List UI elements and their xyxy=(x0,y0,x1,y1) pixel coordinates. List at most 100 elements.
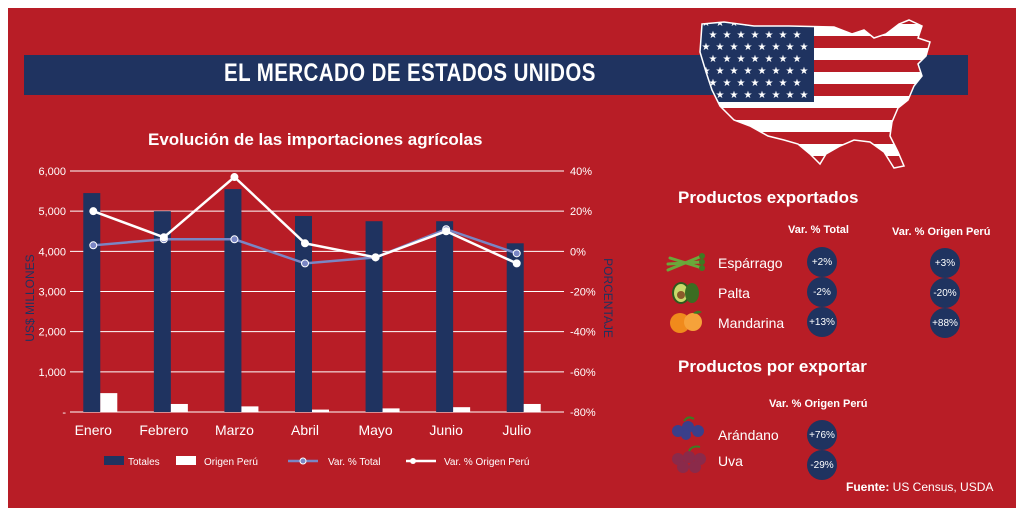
y-tick-label: 3,000 xyxy=(38,287,66,299)
product-name-uva: Uva xyxy=(718,453,743,469)
y2-tick-label: -20% xyxy=(570,287,596,299)
bar-totales xyxy=(224,189,242,412)
badge-mandarina-origen: +88% xyxy=(930,308,960,338)
svg-text:★: ★ xyxy=(709,78,718,89)
svg-text:★: ★ xyxy=(786,90,795,101)
col-var-origen-header-2: Var. % Origen Perú xyxy=(769,398,868,410)
y-tick-label: 2,000 xyxy=(38,327,66,339)
blueberry-icon xyxy=(672,416,704,440)
svg-text:★: ★ xyxy=(758,90,767,101)
usa-flag-map-icon: ★ ★ ★ ★ ★ ★ ★ ★★ ★ ★ ★ ★ ★ ★★ ★ ★ ★ ★ ★ ★ ★★ ★ ★ ★ ★ ★ ★★ ★ ★ ★ ★ ★ ★ ★★ ★… xyxy=(699,18,931,169)
var-origen-peru-point xyxy=(512,259,521,268)
var-origen-peru-point xyxy=(301,239,309,248)
svg-text:★: ★ xyxy=(751,54,760,65)
svg-text:★: ★ xyxy=(737,30,746,41)
svg-text:★: ★ xyxy=(779,30,788,41)
legend-marker-var-origen xyxy=(410,458,416,464)
y-tick-label: 6,000 xyxy=(38,166,66,178)
legend-label-origen: Origen Perú xyxy=(204,457,258,468)
svg-text:★: ★ xyxy=(765,54,774,65)
svg-text:★: ★ xyxy=(737,54,746,65)
var-origen-peru-point xyxy=(159,233,168,242)
svg-text:★: ★ xyxy=(765,78,774,89)
y-tick-label: 5,000 xyxy=(38,206,66,218)
svg-text:★: ★ xyxy=(744,90,753,101)
bar-totales xyxy=(436,221,454,412)
badge-mandarina-total: +13% xyxy=(807,307,837,337)
svg-text:★: ★ xyxy=(793,54,802,65)
svg-text:★: ★ xyxy=(772,42,781,53)
svg-text:★: ★ xyxy=(716,66,725,77)
x-tick-label: Abril xyxy=(291,422,319,438)
svg-text:★: ★ xyxy=(702,42,711,53)
infographic-card: EL MERCADO DE ESTADOS UNIDOS ★ ★ ★ ★ ★ ★ ★ ★ ★ ★ ★… xyxy=(8,8,1016,508)
bar-totales xyxy=(506,243,524,412)
y-tick-label: 4,000 xyxy=(38,246,66,258)
product-name-mandarina: Mandarina xyxy=(718,315,785,331)
svg-text:★: ★ xyxy=(772,66,781,77)
y2-axis-label: PORCENTAJE xyxy=(601,258,615,338)
y-axis-label: US$ MILLONES xyxy=(23,254,37,341)
x-tick-label: Marzo xyxy=(215,422,254,438)
legend-label-var-total: Var. % Total xyxy=(328,457,380,468)
source-label: Fuente: xyxy=(846,480,890,494)
svg-text:★: ★ xyxy=(758,42,767,53)
svg-text:★: ★ xyxy=(730,66,739,77)
svg-text:★: ★ xyxy=(800,66,809,77)
legend-swatch-origen xyxy=(176,456,196,465)
svg-text:★: ★ xyxy=(786,66,795,77)
y2-tick-label: -80% xyxy=(570,407,596,419)
x-tick-label: Enero xyxy=(75,422,113,438)
badge-uva-origen: -29% xyxy=(807,450,837,480)
svg-text:★: ★ xyxy=(800,18,809,29)
mandarin-icon xyxy=(670,310,702,333)
svg-text:★: ★ xyxy=(786,42,795,53)
bar-origen-peru xyxy=(312,409,329,412)
asparagus-icon xyxy=(666,253,705,272)
product-name-arandano: Arándano xyxy=(718,427,779,443)
bar-origen-peru xyxy=(453,407,471,412)
product-name-esparrago: Espárrago xyxy=(718,255,783,271)
svg-text:★: ★ xyxy=(737,78,746,89)
legend-marker-var-total xyxy=(299,457,307,465)
source-text: US Census, USDA xyxy=(889,480,994,494)
svg-text:★: ★ xyxy=(793,30,802,41)
var-origen-peru-point xyxy=(89,207,98,216)
var-total-point xyxy=(512,249,521,258)
svg-text:★: ★ xyxy=(779,54,788,65)
svg-text:★: ★ xyxy=(730,90,739,101)
avocado-icon xyxy=(672,282,699,304)
var-origen-peru-point xyxy=(442,227,451,236)
var-origen-peru-point xyxy=(230,173,239,182)
svg-text:★: ★ xyxy=(800,42,809,53)
svg-text:★: ★ xyxy=(744,18,753,29)
svg-text:★: ★ xyxy=(772,18,781,29)
var-origen-peru-point xyxy=(371,253,380,262)
grape-icon xyxy=(672,445,706,473)
badge-palta-total: -2% xyxy=(807,277,837,307)
x-tick-label: Julio xyxy=(502,422,531,438)
svg-text:★: ★ xyxy=(744,66,753,77)
col-var-origen-header: Var. % Origen Perú xyxy=(892,226,991,238)
svg-text:★: ★ xyxy=(758,18,767,29)
bar-origen-peru xyxy=(100,393,118,412)
badge-esparrago-origen: +3% xyxy=(930,248,960,278)
product-name-palta: Palta xyxy=(718,285,750,301)
y2-tick-label: -60% xyxy=(570,367,596,379)
chart-title: Evolución de las importaciones agrícolas xyxy=(148,130,483,149)
bar-totales xyxy=(365,221,383,412)
bar-origen-peru xyxy=(523,403,541,412)
svg-text:★: ★ xyxy=(723,30,732,41)
page-title: EL MERCADO DE ESTADOS UNIDOS xyxy=(224,59,596,87)
svg-text:★: ★ xyxy=(779,78,788,89)
svg-text:★: ★ xyxy=(709,54,718,65)
badge-palta-origen: -20% xyxy=(930,278,960,308)
var-total-point xyxy=(89,241,98,250)
products-to-export-title: Productos por exportar xyxy=(678,357,867,376)
col-var-total-header: Var. % Total xyxy=(788,224,849,236)
bar-totales xyxy=(153,211,171,412)
exported-products-title: Productos exportados xyxy=(678,188,859,207)
source-note: Fuente: US Census, USDA xyxy=(846,480,993,494)
x-tick-label: Junio xyxy=(429,422,463,438)
legend-label-var-origen: Var. % Origen Perú xyxy=(444,457,529,468)
